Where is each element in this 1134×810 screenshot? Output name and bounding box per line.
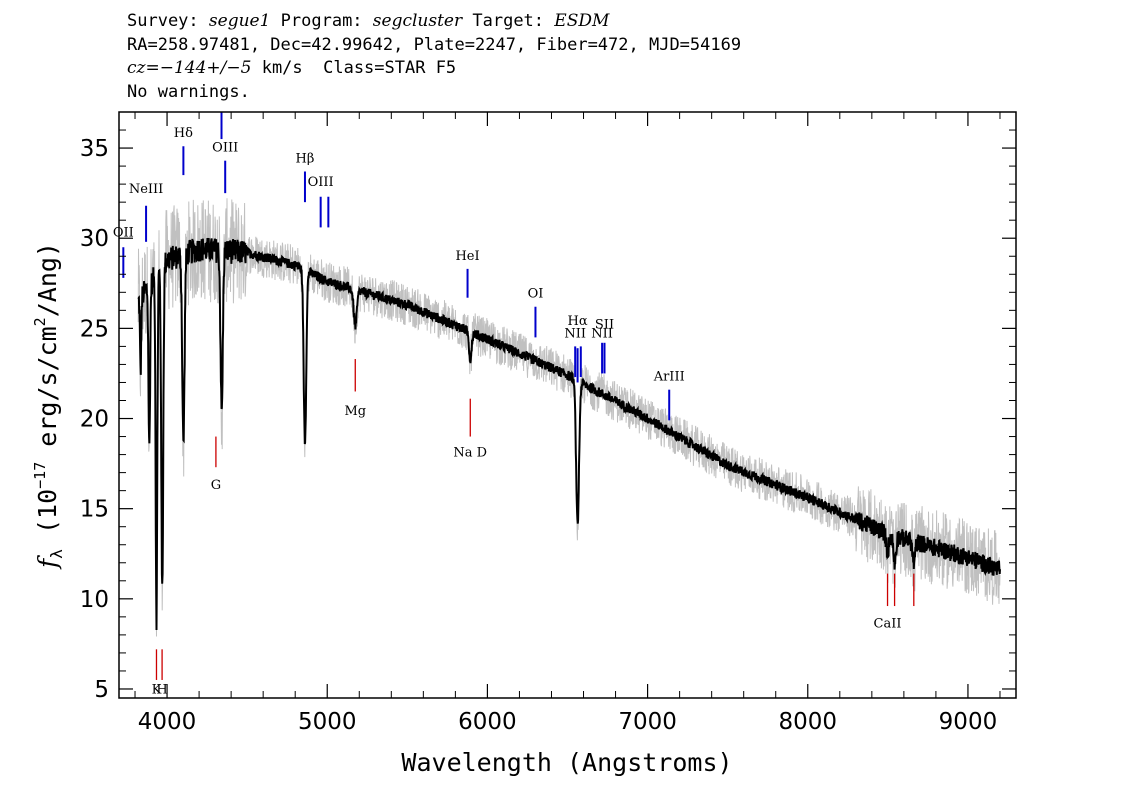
absorption-line-label: Mg [344, 404, 366, 419]
y-axis-title: fλ (10−17 erg/s/cm2/Ang) [31, 242, 66, 570]
absorption-line-label: K [152, 682, 162, 697]
header-line-1: Survey: segue1 Program: segcluster Targe… [127, 10, 741, 34]
program-label: Program: [280, 11, 363, 31]
absorption-line-label: Na D [453, 445, 487, 460]
x-tick-label: 6000 [458, 709, 517, 735]
line-marker-labels: OIINeIIIHδOIIIHβOIIIHeIOINIIHαNIISIIArII… [113, 126, 902, 697]
absorption-line-label: H [156, 682, 167, 697]
survey-label: Survey: [127, 11, 199, 31]
axis-ticks: 4000 5000 6000 7000 8000 9000 5 10 15 20 25 30 35 [80, 112, 1016, 735]
x-tick-label: 7000 [618, 709, 677, 735]
y-tick-label: 5 [94, 677, 109, 703]
cz-value: −144+/−5 [159, 58, 252, 78]
emission-line-label: ArIII [653, 370, 685, 385]
smoothed-spectrum-series [137, 237, 1001, 631]
target-label: Target: [472, 11, 545, 31]
x-tick-label: 9000 [939, 709, 998, 735]
absorption-line-label: G [211, 478, 221, 493]
plot-area [122, 112, 1001, 680]
y-tick-label: 20 [80, 407, 109, 433]
emission-line-label: OIII [212, 141, 238, 156]
spectrum-header: Survey: segue1 Program: segcluster Targe… [127, 10, 741, 104]
x-tick-label: 5000 [298, 709, 357, 735]
cz-label: cz=−144+/−5 [127, 58, 252, 78]
header-warnings: No warnings. [127, 81, 250, 102]
header-coords: RA=258.97481, Dec=42.99642, Plate=2247, … [127, 34, 742, 55]
x-axis-title: Wavelength (Angstroms) [401, 748, 732, 777]
emission-line-label: HeI [455, 249, 479, 264]
target-value: ESDM [554, 11, 610, 31]
y-tick-label: 15 [80, 497, 109, 523]
raw-spectrum-series [137, 198, 1001, 637]
program-value: segcluster [372, 11, 463, 31]
cz-units-class: km/s Class=STAR F5 [251, 58, 457, 78]
x-tick-label: 8000 [778, 709, 837, 735]
y-tick-label: 30 [80, 226, 109, 252]
plot-frame [118, 111, 1017, 699]
emission-line-label: Hδ [174, 126, 193, 141]
emission-line-label: Hα [568, 314, 588, 329]
emission-line-label: SII [595, 317, 614, 332]
emission-line-label: NeIII [129, 182, 163, 197]
x-tick-label: 4000 [138, 709, 197, 735]
emission-line-label: NII [591, 326, 613, 341]
y-tick-label: 35 [80, 136, 109, 162]
header-line-3: cz=−144+/−5 km/s Class=STAR F5 [127, 57, 741, 81]
absorption-line-label: CaII [874, 617, 902, 632]
survey-value: segue1 [208, 11, 271, 31]
line-markers [122, 112, 915, 680]
emission-line-label: Hβ [296, 151, 315, 166]
y-tick-label: 25 [80, 316, 109, 342]
y-tick-label: 10 [80, 587, 109, 613]
emission-line-label: OI [528, 287, 544, 302]
emission-line-label: OII [113, 225, 134, 240]
emission-line-label: NII [564, 326, 586, 341]
emission-line-label: OIII [308, 175, 334, 190]
